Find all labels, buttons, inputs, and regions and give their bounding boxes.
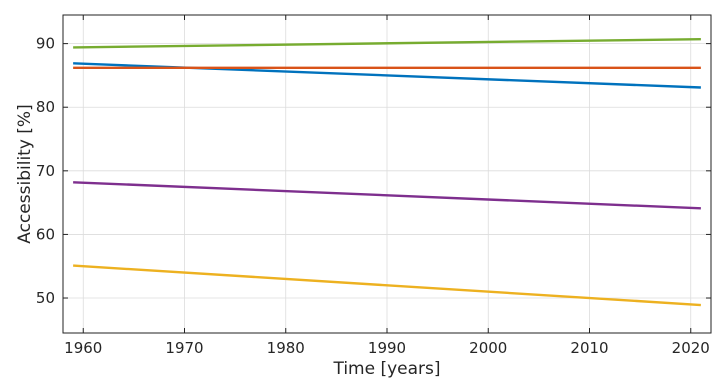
y-tick-label: 70 — [36, 162, 55, 180]
y-tick-label: 80 — [36, 98, 55, 116]
x-tick-label: 2010 — [570, 339, 608, 357]
series-layer — [73, 37, 701, 307]
x-tick-labels: 1960 1970 1980 1990 2000 2010 2020 — [64, 339, 710, 357]
series-line-1 — [73, 37, 701, 49]
series-line-4 — [73, 181, 701, 210]
x-tick-label: 1970 — [165, 339, 203, 357]
x-tick-label: 2020 — [672, 339, 710, 357]
x-tick-label: 2000 — [469, 339, 507, 357]
y-tick-label: 90 — [36, 35, 55, 53]
y-axis-label: Accessibility [%] — [15, 104, 35, 243]
y-tick-label: 50 — [36, 289, 55, 307]
x-tick-label: 1960 — [64, 339, 102, 357]
x-tick-label: 1990 — [368, 339, 406, 357]
y-tick-labels: 50 60 70 80 90 — [36, 35, 55, 307]
x-axis-label: Time [years] — [332, 359, 440, 379]
series-line-5 — [73, 264, 701, 307]
y-tick-label: 60 — [36, 225, 55, 243]
ticks — [63, 15, 711, 333]
x-tick-label: 1980 — [267, 339, 305, 357]
